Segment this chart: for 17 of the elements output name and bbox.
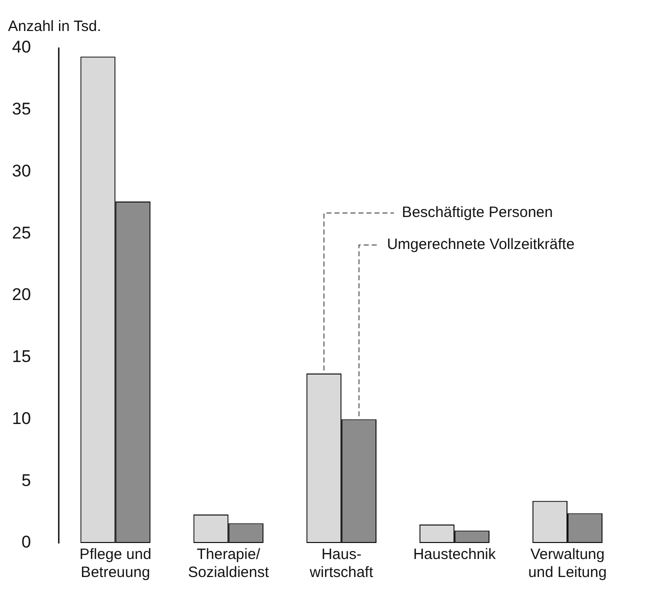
y-tick-label: 20: [12, 285, 31, 304]
y-tick-label: 30: [12, 161, 31, 180]
y-tick-label: 35: [12, 100, 31, 119]
y-axis-title: Anzahl in Tsd.: [8, 18, 102, 36]
y-tick-label: 15: [12, 347, 31, 366]
x-tick-label: Haus- wirtschaft: [308, 546, 374, 582]
y-tick-label: 10: [12, 408, 31, 428]
y-tick-label: 25: [12, 223, 31, 242]
y-tick-label: 5: [21, 470, 31, 490]
y-tick-label: 40: [12, 38, 31, 57]
x-tick-label: Therapie/ Sozialdienst: [188, 546, 270, 582]
text: Beschäftigte Personen: [402, 204, 553, 222]
text: Umgerechnete Vollzeitkräfte: [386, 236, 575, 254]
x-tick-label: Verwaltung und Leitung: [528, 546, 607, 582]
y-tick-label: 0: [21, 532, 31, 552]
x-tick-label: Haustechnik: [413, 546, 496, 564]
x-tick-label: Pflege und Betreuung: [80, 546, 152, 582]
